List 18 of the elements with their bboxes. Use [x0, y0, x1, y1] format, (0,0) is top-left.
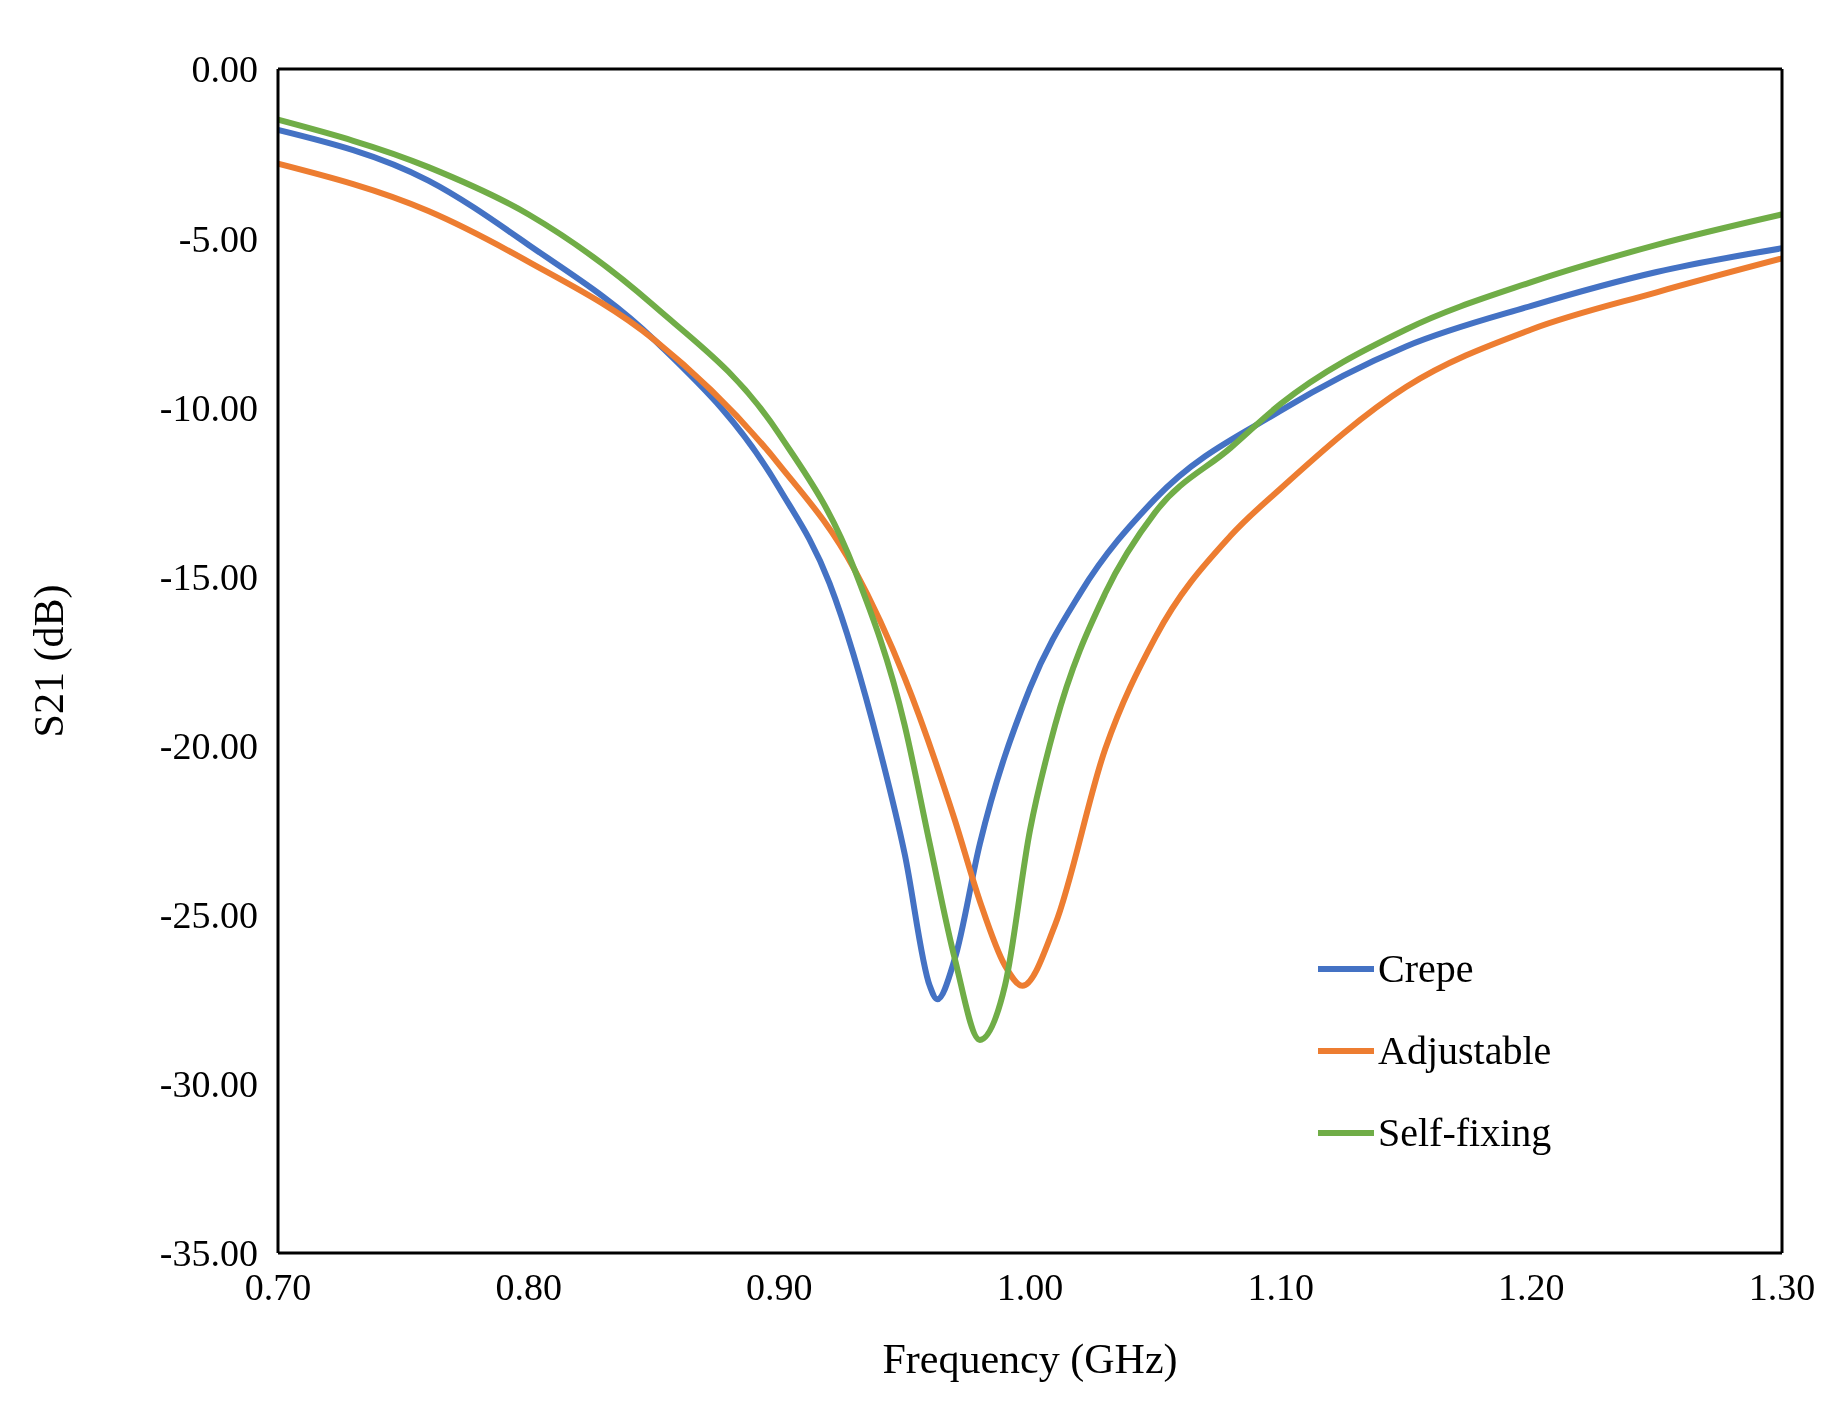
x-tick-label: 1.20	[1498, 1265, 1565, 1308]
x-tick-label: 0.90	[746, 1265, 813, 1308]
y-axis-title: S21 (dB)	[25, 584, 73, 738]
y-tick-label: -30.00	[159, 1063, 258, 1106]
x-axis-title: Frequency (GHz)	[882, 1336, 1178, 1383]
legend-label: Adjustable	[1378, 1027, 1552, 1075]
x-tick-label: 1.10	[1247, 1265, 1314, 1308]
y-tick-label: 0.00	[191, 48, 258, 91]
y-tick-label: -25.00	[159, 894, 258, 937]
x-tick-label: 1.00	[996, 1265, 1064, 1308]
x-tick-label: 1.30	[1748, 1265, 1816, 1308]
y-tick-label: -5.00	[178, 217, 258, 260]
legend-label: Crepe	[1378, 945, 1474, 993]
y-tick-label: -10.00	[159, 386, 258, 429]
y-tick-label: -15.00	[159, 555, 258, 598]
legend-label: Self-fixing	[1378, 1109, 1552, 1157]
y-tick-label: -20.00	[159, 725, 258, 768]
x-tick-label: 0.80	[495, 1265, 562, 1308]
